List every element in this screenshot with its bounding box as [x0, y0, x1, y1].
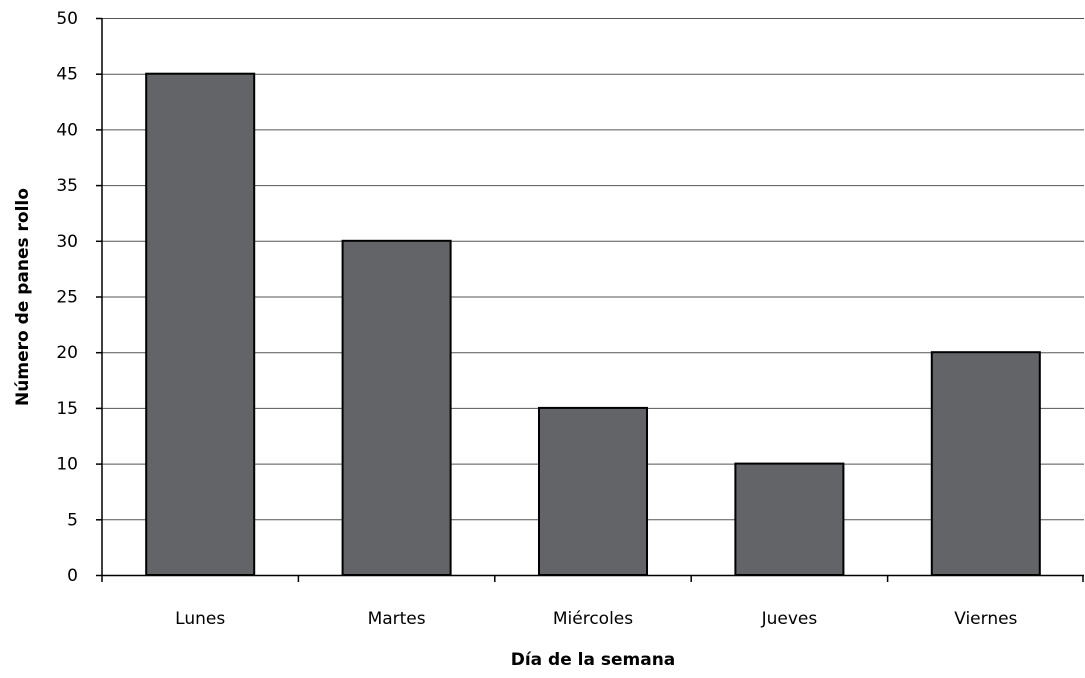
x-tick-label: Martes [368, 609, 426, 629]
bar-miércoles [537, 406, 649, 576]
x-axis-title: Día de la semana [511, 650, 676, 670]
x-tick-label: Jueves [761, 609, 818, 629]
bar-martes [341, 239, 452, 577]
bar-jueves [734, 462, 845, 577]
x-tick-labels: Lunes Martes Miércoles Jueves Viernes [175, 609, 1017, 629]
y-tick-label: 0 [67, 566, 78, 586]
x-tick-label: Lunes [175, 609, 225, 629]
y-tick-label: 5 [67, 510, 78, 530]
y-tick-label: 20 [56, 343, 78, 363]
axes [96, 17, 1084, 582]
bars [145, 72, 1041, 577]
gridlines [102, 18, 1084, 521]
y-tick-label: 45 [56, 65, 78, 85]
y-tick-label: 35 [56, 176, 78, 196]
y-tick-label: 15 [56, 399, 78, 419]
y-tick-label: 10 [56, 455, 78, 475]
y-tick-label: 25 [56, 288, 78, 308]
bar-viernes [930, 351, 1041, 577]
y-tick-labels: 0 5 10 15 20 25 30 35 40 45 50 [56, 9, 78, 586]
x-tick-label: Viernes [954, 609, 1017, 629]
y-axis-title: Número de panes rollo [13, 188, 33, 406]
x-tick-label: Miércoles [553, 609, 633, 629]
bar-lunes [145, 72, 256, 576]
y-tick-label: 30 [56, 232, 78, 252]
y-tick-label: 50 [56, 9, 78, 29]
y-tick-label: 40 [56, 120, 78, 140]
